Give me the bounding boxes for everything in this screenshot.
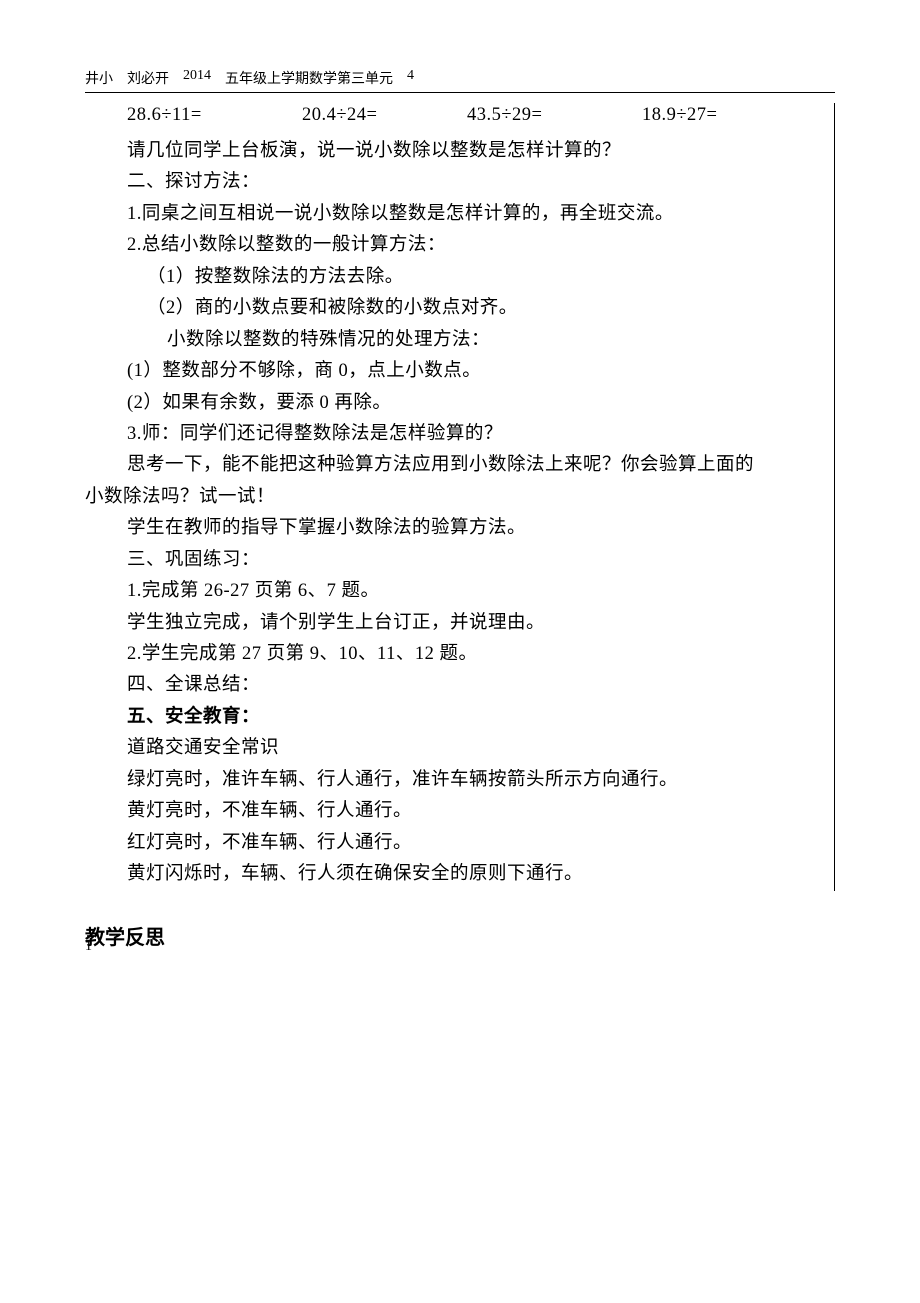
text-line: 绿灯亮时，准许车辆、行人通行，准许车辆按箭头所示方向通行。 (127, 765, 826, 796)
text-line: 学生在教师的指导下掌握小数除法的验算方法。 (127, 513, 826, 544)
section-heading-5: 五、安全教育： (127, 702, 826, 733)
header-underline (85, 92, 835, 93)
text-line: 黄灯亮时，不准车辆、行人通行。 (127, 796, 826, 827)
header-school: 井小 (85, 68, 113, 88)
header-year: 2014 (183, 68, 211, 88)
text-line: 小数除以整数的特殊情况的处理方法： (127, 325, 826, 356)
document-header: 井小 刘必开 2014 五年级上学期数学第三单元 4 (85, 68, 835, 88)
section-heading-3: 三、巩固练习： (127, 545, 826, 576)
text-line: 2.总结小数除以整数的一般计算方法： (127, 230, 826, 261)
text-line: 思考一下，能不能把这种验算方法应用到小数除法上来呢？你会验算上面的 (127, 450, 826, 481)
header-page: 4 (407, 68, 414, 88)
text-line: 小数除法吗？试一试！ (85, 482, 826, 513)
text-line: （1）按整数除法的方法去除。 (127, 262, 826, 293)
text-line: 请几位同学上台板演，说一说小数除以整数是怎样计算的？ (127, 136, 826, 167)
text-line: (1）整数部分不够除，商 0，点上小数点。 (127, 356, 826, 387)
text-line: 3.师：同学们还记得整数除法是怎样验算的？ (127, 419, 826, 450)
text-line: (2）如果有余数，要添 0 再除。 (127, 388, 826, 419)
text-line: 道路交通安全常识 (127, 733, 826, 764)
section-heading-2: 二、探讨方法： (127, 167, 826, 198)
page-container: 井小 刘必开 2014 五年级上学期数学第三单元 4 28.6÷11= 20.4… (0, 0, 920, 990)
text-line: 1.完成第 26-27 页第 6、7 题。 (127, 576, 826, 607)
text-line: 2.学生完成第 27 页第 9、10、11、12 题。 (127, 639, 826, 670)
text-line: 1.同桌之间互相说一说小数除以整数是怎样计算的，再全班交流。 (127, 199, 826, 230)
text-line: （2）商的小数点要和被除数的小数点对齐。 (127, 293, 826, 324)
header-course: 五年级上学期数学第三单元 (225, 68, 393, 88)
header-teacher: 刘必开 (127, 68, 169, 88)
exercise-2: 20.4÷24= (302, 105, 467, 126)
exercise-1: 28.6÷11= (127, 105, 302, 126)
page-number: 1 (85, 939, 92, 955)
exercise-4: 18.9÷27= (642, 105, 717, 126)
section-heading-4: 四、全课总结： (127, 670, 826, 701)
exercise-row: 28.6÷11= 20.4÷24= 43.5÷29= 18.9÷27= (127, 105, 826, 126)
text-line: 红灯亮时，不准车辆、行人通行。 (127, 828, 826, 859)
text-line: 学生独立完成，请个别学生上台订正，并说理由。 (127, 608, 826, 639)
exercise-3: 43.5÷29= (467, 105, 642, 126)
content-area: 28.6÷11= 20.4÷24= 43.5÷29= 18.9÷27= 请几位同… (85, 103, 835, 891)
text-line: 黄灯闪烁时，车辆、行人须在确保安全的原则下通行。 (127, 859, 826, 890)
reflection-title: 教学反思 (85, 921, 835, 950)
